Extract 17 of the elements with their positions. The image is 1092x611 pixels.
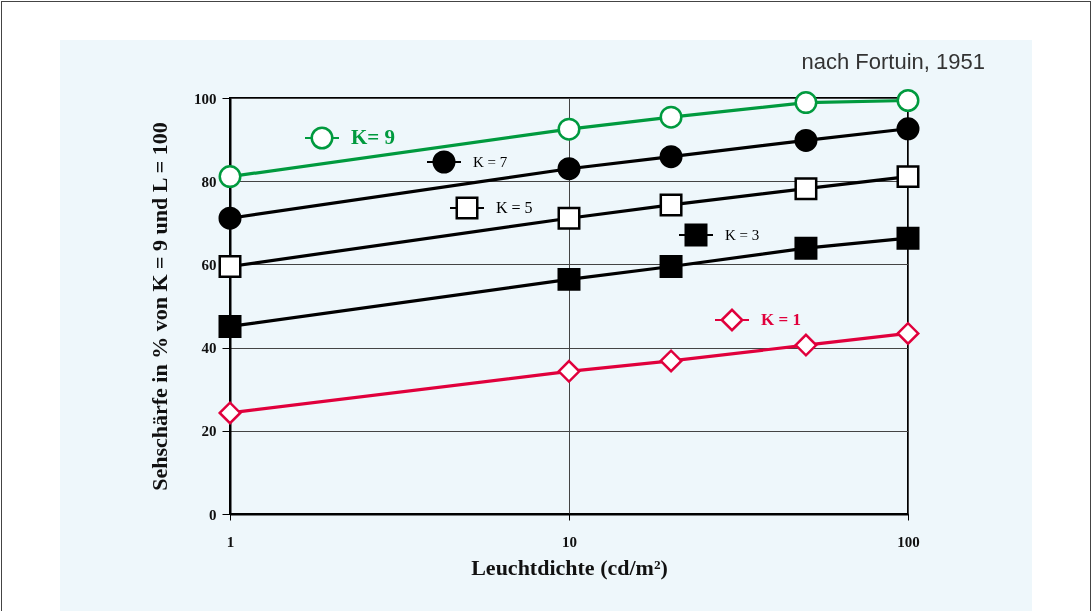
y-tick-label: 40 [201,340,217,357]
y-tick-label: 60 [201,256,217,273]
x-tick-label: 100 [897,533,920,550]
text: nach Fortuin, 1951 [801,49,985,74]
legend-label: K = 7 [473,154,508,170]
y-axis-title: Sehschärfe in % von K = 9 und L = 100 [147,122,172,491]
x-tick-label: 1 [226,533,235,550]
legend-label: K = 3 [725,227,760,243]
x-axis-title: Leuchtdichte (cd/m²) [471,554,668,580]
legend-label: K = 1 [761,310,801,329]
legend-label: K= 9 [351,125,396,149]
legend-label: K = 5 [496,199,533,216]
y-tick-label: 80 [201,173,217,190]
y-tick-label: 20 [201,423,217,440]
y-tick-label: 0 [209,506,217,523]
y-tick-label: 100 [194,90,217,107]
x-tick-label: 10 [562,533,577,550]
